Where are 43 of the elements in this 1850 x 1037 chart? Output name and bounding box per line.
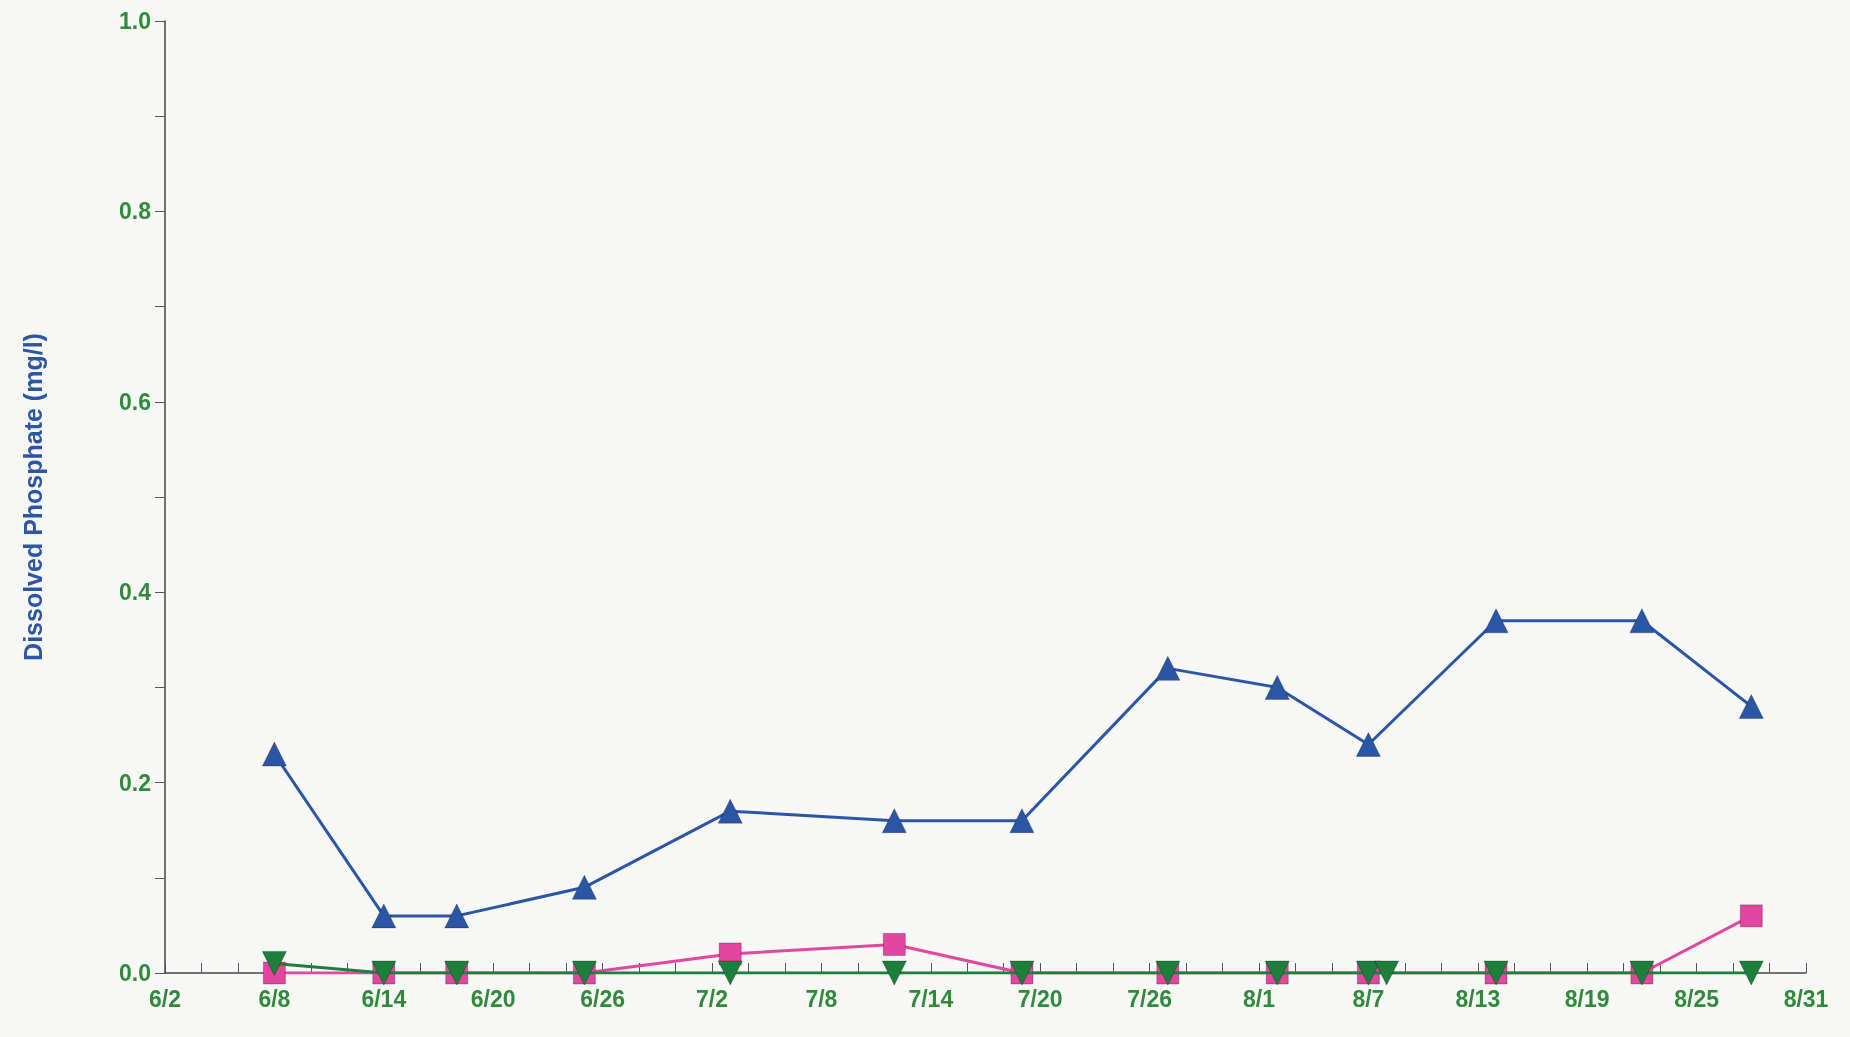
- y-tick-label: 0.8: [119, 198, 152, 225]
- point: [444, 903, 470, 929]
- point: [1264, 674, 1290, 700]
- x-tick-label: 8/1: [1243, 985, 1276, 1012]
- x-tick-label: 8/19: [1564, 985, 1610, 1012]
- point: [881, 808, 907, 834]
- point: [881, 960, 907, 986]
- x-tick-label: 8/25: [1674, 985, 1720, 1012]
- point: [1483, 608, 1509, 634]
- x-tick-label: 7/8: [805, 985, 838, 1012]
- point: [1629, 608, 1655, 634]
- y-axis-title: Dissolved Phosphate (mg/l): [18, 333, 47, 661]
- x-tick-label: 7/2: [696, 985, 728, 1012]
- x-tick-label: 7/20: [1017, 985, 1063, 1012]
- x-tick-label: 6/26: [580, 985, 625, 1012]
- x-tick-label: 6/8: [258, 985, 291, 1012]
- x-tick-label: 7/14: [908, 985, 954, 1012]
- point: [1155, 655, 1181, 681]
- y-tick-label: 1.0: [119, 8, 151, 34]
- y-tick-label: 0.2: [119, 769, 151, 796]
- point: [1738, 960, 1764, 986]
- point: [1355, 732, 1381, 758]
- point: [717, 798, 743, 824]
- point: [261, 950, 287, 976]
- point: [371, 903, 397, 929]
- point: [1374, 960, 1400, 986]
- point: [571, 874, 597, 900]
- y-tick-label: 0.4: [119, 579, 152, 606]
- point: [1738, 693, 1764, 719]
- x-tick-label: 8/13: [1455, 985, 1501, 1012]
- y-tick-label: 0.6: [119, 388, 151, 415]
- x-tick-label: 6/20: [470, 985, 516, 1012]
- x-tick-label: 6/2: [149, 985, 181, 1012]
- y-tick-label: 0.0: [119, 960, 151, 986]
- x-tick-label: 8/7: [1352, 985, 1385, 1012]
- point: [1739, 904, 1763, 928]
- x-tick-label: 8/31: [1783, 985, 1829, 1012]
- point: [882, 932, 906, 956]
- point: [261, 741, 287, 767]
- x-tick-label: 6/14: [361, 985, 407, 1012]
- x-tick-label: 7/26: [1127, 985, 1172, 1012]
- point: [1009, 808, 1035, 834]
- point: [717, 960, 743, 986]
